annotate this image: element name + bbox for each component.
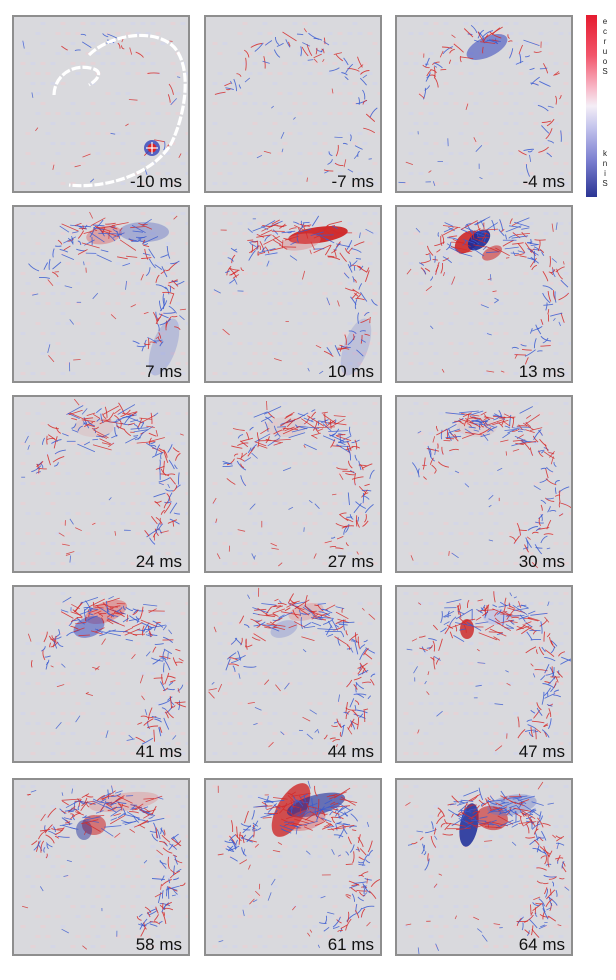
frame-panel: 27 ms xyxy=(204,395,382,573)
frame-panel: 58 ms xyxy=(12,778,190,956)
time-label: 7 ms xyxy=(145,362,182,381)
activation-map xyxy=(212,22,380,185)
activation-map xyxy=(403,591,571,755)
frame-panel: 41 ms xyxy=(12,585,190,763)
activation-map xyxy=(20,592,188,755)
colorbar xyxy=(586,15,597,197)
time-label: -7 ms xyxy=(331,172,375,191)
activation-map xyxy=(403,402,571,569)
time-label: 13 ms xyxy=(518,362,565,381)
sink-letter: k xyxy=(603,149,607,158)
time-label: 10 ms xyxy=(327,362,374,381)
activation-map xyxy=(403,212,571,375)
frame-panel: -7 ms xyxy=(204,15,382,193)
activation-map xyxy=(20,22,188,188)
time-label: 47 ms xyxy=(518,742,565,761)
activation-map xyxy=(20,211,188,376)
time-label: 64 ms xyxy=(518,935,565,954)
sink-letter: i xyxy=(604,169,606,178)
time-label: -10 ms xyxy=(130,172,182,191)
time-label: 27 ms xyxy=(327,552,374,571)
frame-panel: 64 ms xyxy=(395,778,573,956)
time-label: 58 ms xyxy=(135,935,182,954)
frame-panel: 13 ms xyxy=(395,205,573,383)
source-letter: c xyxy=(603,27,607,36)
frame-panel: 10 ms xyxy=(204,205,382,383)
activation-map xyxy=(20,398,188,565)
frame-panel: -10 ms xyxy=(12,15,190,193)
activation-map xyxy=(208,587,380,755)
time-label: 61 ms xyxy=(327,935,374,954)
time-label: -4 ms xyxy=(522,172,566,191)
frame-panel: 61 ms xyxy=(204,778,382,956)
frame-panel: 47 ms xyxy=(395,585,573,763)
activation-map xyxy=(20,785,188,950)
source-letter: u xyxy=(602,47,608,56)
activation-map xyxy=(212,400,380,567)
activation-map xyxy=(403,781,571,954)
activation-map xyxy=(398,22,571,187)
sink-letter: S xyxy=(602,179,608,188)
source-letter: o xyxy=(602,57,608,66)
source-letter: r xyxy=(603,37,607,46)
frame-panel: 7 ms xyxy=(12,205,190,383)
source-letter: S xyxy=(602,67,608,76)
activation-map xyxy=(212,212,380,376)
frame-panel: 30 ms xyxy=(395,395,573,573)
frame-panel: 44 ms xyxy=(204,585,382,763)
frame-panel: 24 ms xyxy=(12,395,190,573)
source-letter: e xyxy=(602,17,608,26)
time-label: 24 ms xyxy=(135,552,182,571)
frame-panel: -4 ms xyxy=(395,15,573,193)
time-label: 41 ms xyxy=(135,742,182,761)
time-label: 44 ms xyxy=(327,742,374,761)
time-label: 30 ms xyxy=(518,552,565,571)
sink-letter: n xyxy=(602,159,608,168)
activation-map xyxy=(212,780,380,948)
